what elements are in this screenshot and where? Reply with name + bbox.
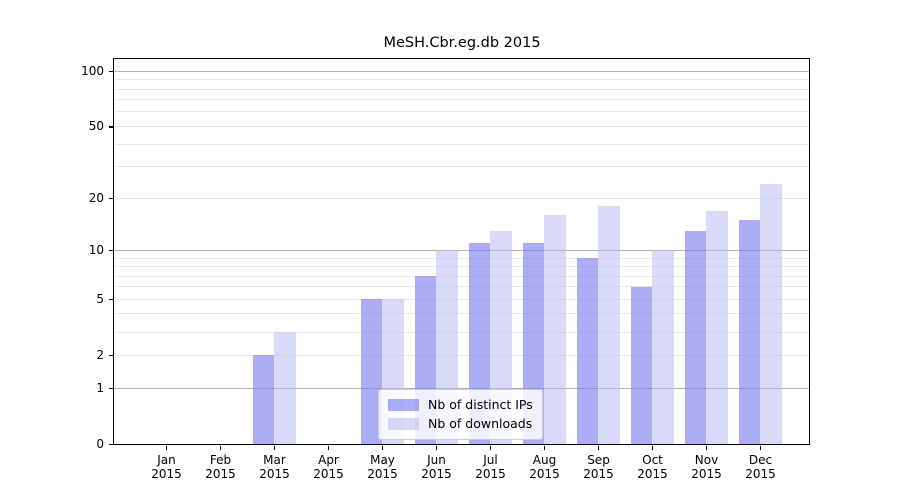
gridline-minor-90 <box>114 79 809 81</box>
x-tick-mark-dec <box>759 445 762 450</box>
y-tick-label-50: 50 <box>88 119 104 134</box>
x-tick-mark-mar <box>273 445 276 450</box>
x-tick-mark-jun <box>435 445 438 450</box>
x-tick-label-apr: Apr 2015 <box>313 452 344 482</box>
x-tick-label-aug: Aug 2015 <box>529 452 560 482</box>
y-tick-mark-5 <box>108 299 113 301</box>
x-tick-label-oct: Oct 2015 <box>637 452 668 482</box>
bar-distinct-ips-dec <box>738 220 760 444</box>
bar-downloads-aug <box>544 215 566 444</box>
gridline-minor-60 <box>114 111 809 113</box>
y-tick-mark-2 <box>108 355 113 357</box>
y-tick-label-100: 100 <box>81 64 104 79</box>
gridline-major-100 <box>114 70 809 72</box>
x-tick-mark-may <box>381 445 384 450</box>
x-tick-label-feb: Feb 2015 <box>205 452 236 482</box>
x-tick-label-dec: Dec 2015 <box>745 452 776 482</box>
x-tick-mark-jul <box>489 445 492 450</box>
bar-distinct-ips-oct <box>630 286 652 444</box>
legend-label-downloads: Nb of downloads <box>428 416 533 431</box>
chart-title: MeSH.Cbr.eg.db 2015 <box>383 35 541 51</box>
legend-label-distinct-ips: Nb of distinct IPs <box>428 397 533 412</box>
x-tick-mark-apr <box>327 445 330 450</box>
x-tick-mark-feb <box>219 445 222 450</box>
legend: Nb of distinct IPs Nb of downloads <box>378 389 543 440</box>
y-tick-label-0: 0 <box>96 437 104 451</box>
gridline-minor-30 <box>114 166 809 168</box>
legend-swatch-distinct-ips <box>388 398 419 411</box>
legend-item-distinct-ips: Nb of distinct IPs <box>388 395 533 414</box>
y-tick-mark-50 <box>108 126 113 128</box>
x-tick-label-sep: Sep 2015 <box>583 452 614 482</box>
y-tick-mark-0 <box>108 443 113 446</box>
gridline-major-1 <box>114 387 809 389</box>
x-tick-label-mar: Mar 2015 <box>259 452 290 482</box>
y-tick-mark-10 <box>108 250 113 252</box>
gridline-minor-6 <box>114 286 809 288</box>
bar-downloads-dec <box>760 183 782 444</box>
gridline-major-10 <box>114 249 809 251</box>
x-tick-label-jun: Jun 2015 <box>421 452 452 482</box>
y-tick-label-2: 2 <box>96 348 104 363</box>
legend-swatch-downloads <box>388 417 419 430</box>
plot-area: Nb of distinct IPs Nb of downloads <box>113 58 810 445</box>
bar-downloads-mar <box>274 332 296 444</box>
x-tick-mark-oct <box>651 445 654 450</box>
y-tick-label-20: 20 <box>88 191 104 206</box>
gridline-minor-20 <box>114 197 809 199</box>
gridline-minor-3 <box>114 331 809 333</box>
x-tick-label-jan: Jan 2015 <box>151 452 182 482</box>
gridline-minor-50 <box>114 125 809 127</box>
x-tick-label-jul: Jul 2015 <box>475 452 506 482</box>
gridline-minor-2 <box>114 354 809 356</box>
bar-downloads-sep <box>598 206 620 444</box>
x-tick-mark-jan <box>165 445 168 450</box>
gridline-minor-5 <box>114 298 809 300</box>
gridline-minor-8 <box>114 266 809 267</box>
y-tick-mark-20 <box>108 197 113 200</box>
bar-downloads-nov <box>706 210 728 444</box>
gridline-minor-40 <box>114 143 809 145</box>
bar-downloads-oct <box>652 250 674 444</box>
gridline-minor-4 <box>114 313 809 315</box>
gridline-minor-7 <box>114 275 809 277</box>
y-tick-mark-100 <box>108 70 113 73</box>
bar-distinct-ips-may <box>360 299 382 444</box>
y-tick-label-1: 1 <box>96 381 104 395</box>
y-tick-label-10: 10 <box>88 243 104 258</box>
x-tick-mark-sep <box>597 445 600 450</box>
gridline-minor-70 <box>114 99 809 101</box>
bar-distinct-ips-nov <box>684 230 706 444</box>
x-tick-label-nov: Nov 2015 <box>691 452 722 482</box>
gridline-minor-80 <box>114 88 809 90</box>
legend-item-downloads: Nb of downloads <box>388 414 533 433</box>
bar-distinct-ips-sep <box>576 258 598 444</box>
x-tick-mark-aug <box>543 445 546 450</box>
bar-distinct-ips-mar <box>252 355 274 444</box>
y-tick-label-5: 5 <box>96 292 104 307</box>
gridline-minor-9 <box>114 257 809 259</box>
gridlines-layer <box>114 59 809 444</box>
y-tick-mark-1 <box>108 387 113 390</box>
x-tick-mark-nov <box>705 445 708 450</box>
bars-layer <box>114 59 809 444</box>
x-tick-label-may: May 2015 <box>367 452 398 482</box>
